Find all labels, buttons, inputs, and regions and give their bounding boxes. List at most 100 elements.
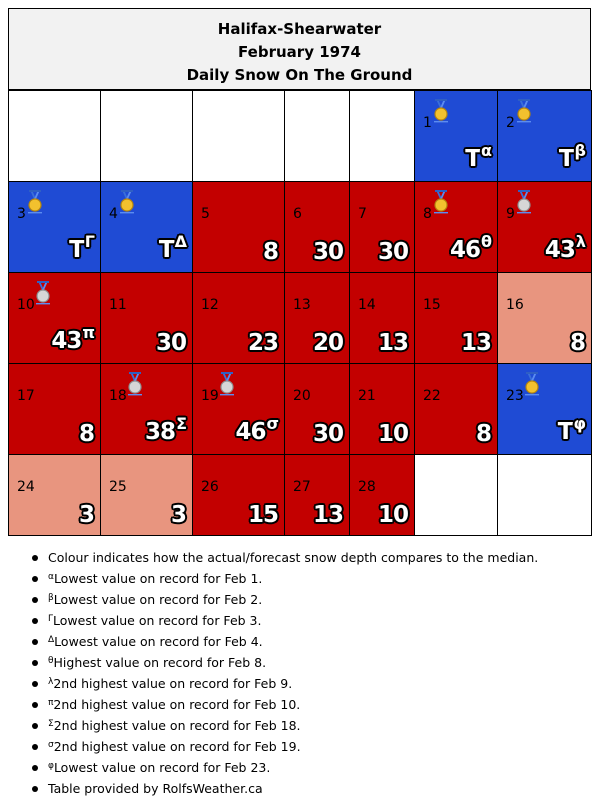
footnote-marker: θ [48, 656, 54, 666]
day-cell: 1 Tα [414, 90, 498, 182]
gold-medal-icon [433, 99, 449, 123]
snow-depth-number: T [557, 419, 574, 445]
snow-depth-value: 38Σ [145, 414, 187, 446]
footnote-marker: π [48, 698, 54, 708]
calendar-header: Halifax-Shearwater February 1974 Daily S… [8, 8, 591, 90]
day-cell: 14 13 [349, 272, 415, 364]
snow-depth-number: 8 [475, 421, 492, 447]
snow-depth-value: 30 [155, 330, 187, 356]
gold-medal-icon [433, 190, 449, 214]
snow-depth-number: 3 [170, 502, 187, 528]
snow-depth-number: 10 [377, 502, 409, 528]
snow-depth-number: 13 [377, 330, 409, 356]
silver-medal-icon [516, 190, 532, 214]
day-cell: 27 13 [284, 454, 350, 536]
record-marker: π [82, 323, 95, 342]
day-cell: 13 20 [284, 272, 350, 364]
snow-depth-number: 23 [247, 330, 279, 356]
snow-depth-value: 3 [170, 502, 187, 528]
snow-depth-value: 30 [378, 240, 409, 264]
snow-depth-value: TΔ [158, 232, 187, 264]
footnote-item: αLowest value on record for Feb 1. [30, 568, 590, 589]
gold-medal-icon [119, 190, 135, 214]
snow-depth-value: 13 [460, 330, 492, 356]
day-number: 27 [293, 479, 311, 495]
snow-depth-number: 30 [155, 330, 187, 356]
day-number: 15 [423, 297, 441, 313]
day-number: 2 [506, 115, 515, 131]
empty-day-cell [284, 90, 350, 182]
day-number: 23 [506, 388, 524, 404]
day-number: 19 [201, 388, 219, 404]
record-marker: σ [266, 414, 280, 433]
snow-depth-value: 46θ [449, 232, 492, 264]
day-number: 20 [293, 388, 311, 404]
snow-depth-number: 10 [377, 421, 409, 447]
snow-depth-value: 8 [475, 421, 492, 447]
snow-depth-value: 8 [263, 240, 279, 264]
snow-depth-value: 30 [312, 421, 344, 447]
day-cell: 18 38Σ [100, 363, 193, 455]
day-number: 13 [293, 297, 311, 313]
footnote-item: λ2nd highest value on record for Feb 9. [30, 673, 590, 694]
snow-depth-value: 10 [377, 421, 409, 447]
snow-depth-number: 13 [460, 330, 492, 356]
day-cell: 26 15 [192, 454, 285, 536]
footnote-item: Σ2nd highest value on record for Feb 18. [30, 715, 590, 736]
empty-day-cell [192, 90, 285, 182]
snow-depth-number: 20 [312, 330, 344, 356]
day-cell: 6 30 [284, 181, 350, 273]
day-cell: 22 8 [414, 363, 498, 455]
silver-medal-icon [219, 372, 235, 396]
footnote-text: Lowest value on record for Feb 2. [53, 592, 263, 607]
footnote-text: Colour indicates how the actual/forecast… [48, 550, 539, 565]
snow-depth-number: 43 [51, 328, 82, 354]
footnotes-list: Colour indicates how the actual/forecast… [30, 547, 590, 799]
day-number: 17 [17, 388, 35, 404]
footnote-marker: σ [48, 740, 54, 750]
snow-depth-value: 15 [247, 502, 279, 528]
snow-depth-number: T [558, 146, 575, 172]
footnote-item: σ2nd highest value on record for Feb 19. [30, 736, 590, 757]
day-cell: 7 30 [349, 181, 415, 273]
snow-calendar: Halifax-Shearwater February 1974 Daily S… [8, 8, 592, 536]
day-number: 10 [17, 297, 35, 313]
snow-depth-number: 46 [449, 237, 481, 263]
snow-depth-value: Tφ [557, 414, 586, 446]
snow-depth-number: 8 [78, 421, 95, 447]
footnote-text: Lowest value on record for Feb 23. [53, 760, 271, 775]
snow-depth-number: T [158, 237, 175, 263]
snow-depth-value: 3 [79, 503, 95, 527]
day-cell: 21 10 [349, 363, 415, 455]
snow-depth-value: 13 [312, 502, 344, 528]
snow-depth-number: 30 [312, 421, 344, 447]
footnote-item: ΓLowest value on record for Feb 3. [30, 610, 590, 631]
footnote-item: Table provided by RolfsWeather.ca [30, 778, 590, 799]
footnote-text: Lowest value on record for Feb 3. [53, 613, 262, 628]
gold-medal-icon [27, 190, 43, 214]
record-marker: Γ [84, 232, 95, 251]
snow-depth-number: 15 [247, 502, 279, 528]
day-number: 1 [423, 115, 432, 131]
snow-depth-number: T [69, 237, 85, 263]
month-label: February 1974 [238, 43, 361, 61]
footnote-item: θHighest value on record for Feb 8. [30, 652, 590, 673]
snow-depth-number: 13 [312, 502, 344, 528]
day-cell: 17 8 [8, 363, 101, 455]
footnote-item: φLowest value on record for Feb 23. [30, 757, 590, 778]
record-marker: Σ [176, 414, 187, 433]
day-cell: 24 3 [8, 454, 101, 536]
snow-depth-value: Tβ [558, 141, 586, 173]
day-number: 3 [17, 206, 26, 222]
empty-day-cell [8, 90, 101, 182]
day-number: 11 [109, 297, 127, 313]
empty-day-cell [497, 454, 592, 536]
footnote-marker: φ [48, 761, 54, 771]
snow-depth-number: 8 [569, 330, 586, 356]
day-number: 4 [109, 206, 118, 222]
empty-day-cell [349, 90, 415, 182]
footnote-text: 2nd highest value on record for Feb 18. [53, 718, 301, 733]
day-number: 6 [293, 206, 302, 222]
snow-depth-value: 10 [377, 502, 409, 528]
